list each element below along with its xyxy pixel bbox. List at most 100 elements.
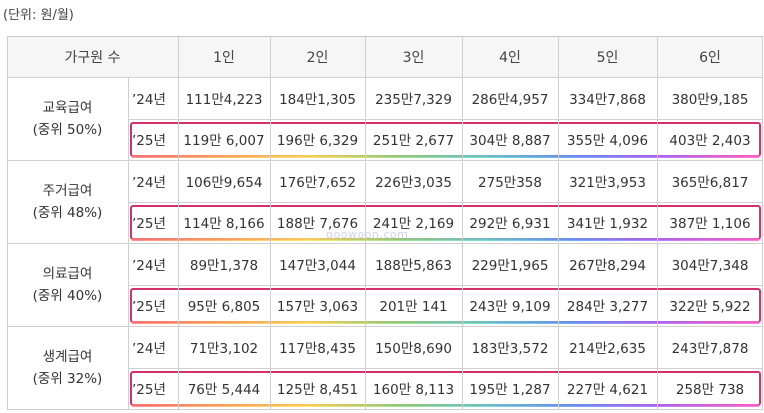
unit-label: (단위: 원/월) [3, 8, 74, 23]
value-cell: 201만 141 [379, 299, 448, 316]
value-cell: 188만 7,676 [276, 216, 359, 233]
value-cell: 147만3,044 [279, 257, 356, 274]
left-border [7, 36, 8, 409]
header-size-4: 4인 [499, 49, 521, 66]
header-size-2: 2인 [306, 49, 329, 66]
group-bottom-line [7, 243, 763, 244]
value-cell: 114만 8,166 [183, 216, 265, 233]
highlight-2025-row [130, 287, 761, 323]
value-cell: 334만7,868 [569, 91, 646, 108]
header-size-1: 1인 [213, 49, 235, 66]
header-size-6: 6인 [699, 49, 721, 66]
column-divider [558, 36, 559, 409]
group-bottom-line [7, 409, 763, 410]
category-median: (중위 40%) [32, 287, 103, 304]
value-cell: 292만 6,931 [469, 216, 551, 233]
group-mid-line [128, 367, 763, 369]
year-label: ’25년 [132, 216, 166, 233]
value-cell: 196만 6,329 [276, 133, 359, 150]
column-divider [365, 36, 366, 409]
value-cell: 106만9,654 [185, 174, 263, 191]
category-name: 의료급여 [42, 265, 93, 282]
table-top-border [7, 36, 763, 37]
rainbow-underline [132, 321, 759, 324]
category-1: 교육급여 (중위 50%) [7, 77, 128, 160]
group-mid-line [128, 118, 763, 120]
value-cell: 157만 3,063 [276, 299, 359, 316]
year-label: ’25년 [132, 382, 166, 399]
value-cell: 380만9,185 [671, 91, 749, 108]
value-cell: 365만6,817 [671, 174, 749, 191]
column-divider [178, 36, 179, 409]
group-mid-line [128, 201, 763, 203]
value-cell: 241만 2,169 [372, 216, 455, 233]
year-label: ’24년 [132, 340, 166, 357]
watermark: goowoon.com [326, 228, 409, 241]
value-cell: 229만1,965 [471, 257, 549, 274]
category-median: (중위 32%) [32, 370, 103, 387]
value-cell: 188만5,863 [375, 257, 452, 274]
value-cell: 243만7,878 [671, 340, 749, 357]
category-name: 교육급여 [42, 99, 93, 116]
value-cell: 125만 8,451 [276, 382, 359, 399]
value-cell: 71만3,102 [189, 340, 259, 357]
value-cell: 258만 738 [675, 382, 745, 399]
value-cell: 304만7,348 [671, 257, 749, 274]
column-divider [657, 36, 658, 409]
table-header-background [7, 36, 763, 77]
highlight-2025-row [130, 121, 761, 157]
group-bottom-line [7, 326, 763, 327]
header-household-size: 가구원 수 [64, 49, 121, 66]
year-label: ’24년 [132, 257, 166, 274]
value-cell: 227만 4,621 [566, 382, 649, 399]
value-cell: 184만1,305 [279, 91, 356, 108]
value-cell: 322만 5,922 [669, 299, 751, 316]
value-cell: 321만3,953 [569, 174, 646, 191]
category-4: 생계급여 (중위 32%) [7, 326, 128, 409]
value-cell: 341만 1,932 [566, 216, 649, 233]
category-2: 주거급여 (중위 48%) [7, 160, 128, 243]
value-cell: 117만8,435 [279, 340, 356, 357]
value-cell: 150만8,690 [375, 340, 452, 357]
value-cell: 195만 1,287 [469, 382, 551, 399]
value-cell: 214만2,635 [569, 340, 646, 357]
header-size-5: 5인 [596, 49, 619, 66]
value-cell: 111만4,223 [185, 91, 263, 108]
category-name: 주거급여 [42, 182, 93, 199]
year-label: ’25년 [132, 133, 166, 150]
value-cell: 284만 3,277 [566, 299, 649, 316]
value-cell: 76만 5,444 [187, 382, 261, 399]
value-cell: 275만358 [478, 174, 542, 191]
value-cell: 235만7,329 [375, 91, 452, 108]
category-3: 의료급여 (중위 40%) [7, 243, 128, 326]
header-size-3: 3인 [402, 49, 425, 66]
value-cell: 183만3,572 [471, 340, 549, 357]
highlight-2025-row [130, 204, 761, 240]
year-label: ’24년 [132, 91, 166, 108]
value-cell: 89만1,378 [189, 257, 259, 274]
column-divider [462, 36, 463, 409]
rainbow-underline [132, 155, 759, 158]
category-divider [128, 77, 129, 409]
value-cell: 176만7,652 [279, 174, 356, 191]
value-cell: 267만8,294 [569, 257, 646, 274]
value-cell: 355만 4,096 [566, 133, 649, 150]
value-cell: 119만 6,007 [183, 133, 265, 150]
highlight-2025-row [130, 370, 761, 406]
value-cell: 387만 1,106 [669, 216, 751, 233]
value-cell: 403만 2,403 [669, 133, 751, 150]
value-cell: 286만4,957 [471, 91, 549, 108]
value-cell: 243만 9,109 [469, 299, 551, 316]
group-mid-line [128, 284, 763, 286]
rainbow-underline [132, 404, 759, 407]
group-bottom-line [7, 160, 763, 161]
category-name: 생계급여 [42, 348, 93, 365]
value-cell: 160만 8,113 [372, 382, 455, 399]
category-median: (중위 48%) [32, 204, 103, 221]
year-label: ’24년 [132, 174, 166, 191]
rainbow-underline [132, 238, 759, 241]
value-cell: 304만 8,887 [469, 133, 551, 150]
year-label: ’25년 [132, 299, 166, 316]
category-median: (중위 50%) [32, 121, 103, 138]
